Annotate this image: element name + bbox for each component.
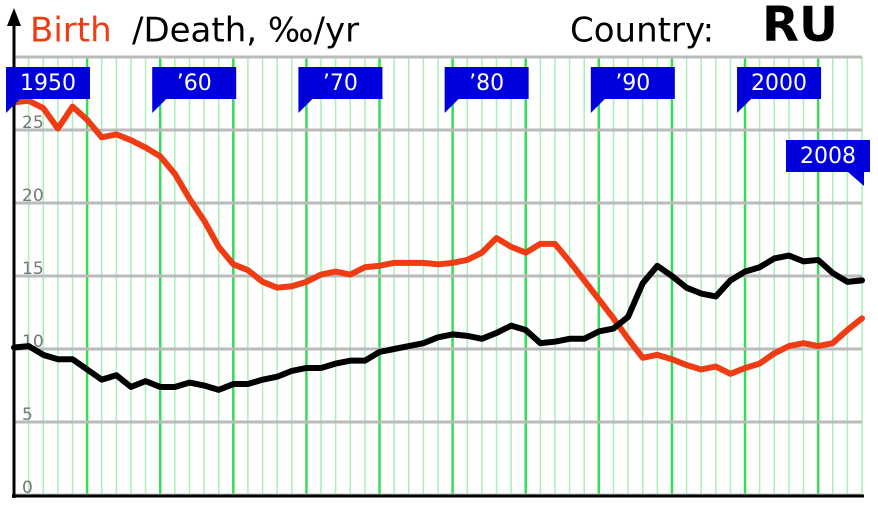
legend-birth: Birth (30, 11, 112, 51)
legend-death: /Death, ‰/yr (132, 11, 359, 51)
x-tick-flag (152, 67, 237, 99)
x-tick-label: 2000 (751, 71, 807, 96)
y-tick-label: 20 (22, 186, 44, 206)
x-tick-label: 1950 (20, 71, 76, 96)
x-tick-flag (444, 67, 529, 99)
x-tick-flag (590, 67, 675, 99)
x-tick-flag-tip (737, 99, 752, 113)
x-tick-label: ’90 (615, 71, 650, 96)
x-tick-label: ’70 (323, 71, 358, 96)
y-axis-arrow (7, 8, 21, 26)
flags: 1950 ’60 ’70 ’80 ’90 2000 2008 (6, 67, 870, 186)
x-tick-flag-tip (152, 99, 167, 113)
x-tick-flag (786, 140, 870, 172)
x-tick-flag (298, 67, 383, 99)
x-tick-label: 2008 (800, 144, 856, 169)
x-tick-flag-tip (848, 172, 864, 186)
country-code: RU (762, 0, 838, 53)
x-tick-flag (737, 67, 822, 99)
y-tick-label: 5 (22, 405, 33, 425)
x-tick-flag-tip (590, 99, 605, 113)
x-tick-label: ’80 (469, 71, 504, 96)
y-tick-label: 25 (22, 113, 44, 133)
x-tick-label: ’60 (177, 71, 212, 96)
axes (7, 8, 864, 498)
y-tick-label: 15 (22, 259, 44, 279)
series-line (11, 97, 865, 377)
series-line (11, 252, 865, 393)
x-tick-flag (6, 67, 90, 99)
y-tick-label: 0 (22, 478, 33, 498)
lines (11, 97, 865, 393)
x-tick-flag-tip (6, 99, 20, 113)
x-tick-flag-tip (444, 99, 459, 113)
country-label: Country: (570, 11, 714, 51)
x-tick-flag-tip (298, 99, 313, 113)
